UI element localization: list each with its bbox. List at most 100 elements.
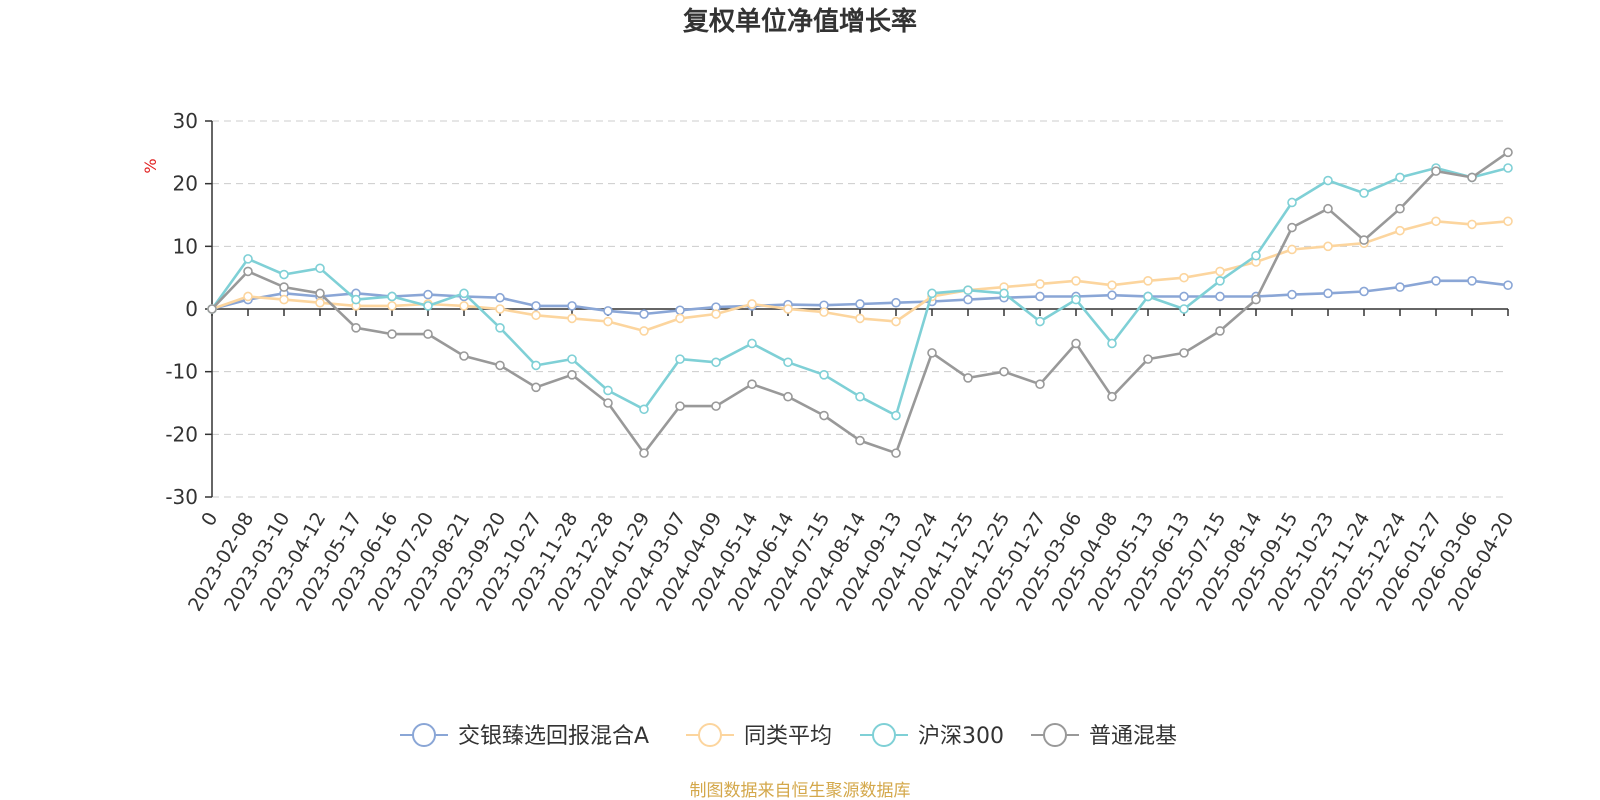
data-point — [1431, 275, 1441, 286]
data-point — [459, 351, 469, 361]
data-point — [495, 292, 505, 303]
data-point — [963, 373, 973, 383]
data-point — [639, 448, 649, 458]
data-point — [603, 306, 613, 316]
legend: 交银臻选回报混合A 同类平均 沪深300 普通混基 — [400, 723, 1177, 749]
data-point — [1287, 289, 1297, 300]
y-tick-label: 10 — [173, 234, 198, 258]
data-point — [747, 379, 757, 390]
grid-lines — [212, 120, 1508, 498]
data-point — [999, 366, 1009, 377]
data-point — [1071, 338, 1081, 349]
data-point — [639, 309, 649, 319]
data-point — [1107, 280, 1117, 290]
legend-item: 交银臻选回报混合A — [400, 723, 649, 749]
data-point — [1071, 294, 1081, 305]
data-point — [711, 401, 721, 411]
data-point — [279, 269, 289, 280]
series — [207, 147, 1513, 458]
legend-label: 交银臻选回报混合A — [458, 724, 649, 749]
data-point — [315, 263, 325, 274]
data-point — [387, 291, 397, 302]
axes: 3020100-10-20-3002023-02-082023-03-10202… — [165, 109, 1518, 615]
data-point — [999, 288, 1009, 299]
data-point — [351, 322, 361, 333]
data-point — [1323, 241, 1333, 252]
data-point — [711, 309, 721, 319]
data-point — [495, 322, 505, 333]
data-point — [639, 326, 649, 336]
data-point — [675, 305, 685, 316]
data-point — [855, 435, 865, 446]
data-point — [1503, 147, 1513, 158]
data-point — [855, 299, 865, 309]
data-point — [243, 291, 253, 302]
data-point — [531, 310, 541, 321]
y-tick-label: -30 — [165, 485, 198, 509]
data-point — [603, 385, 613, 396]
data-point — [1431, 166, 1441, 176]
data-point — [1503, 280, 1513, 290]
data-point — [1215, 291, 1225, 302]
data-point — [1287, 197, 1297, 208]
data-point — [567, 313, 577, 324]
data-point — [783, 357, 793, 368]
y-tick-label: 30 — [173, 109, 198, 133]
data-point — [1503, 216, 1513, 227]
data-point — [711, 357, 721, 368]
data-point — [819, 369, 829, 380]
data-point — [891, 410, 901, 421]
data-point — [1179, 272, 1189, 283]
data-point — [315, 288, 325, 299]
data-point — [603, 398, 613, 408]
data-point — [1395, 172, 1405, 183]
data-point — [351, 294, 361, 305]
data-point — [1143, 354, 1153, 364]
data-point — [1071, 275, 1081, 286]
data-point — [1359, 235, 1369, 245]
legend-item: 普通混基 — [1031, 723, 1177, 749]
data-point — [1107, 338, 1117, 349]
data-point — [1035, 379, 1045, 390]
y-axis-unit: % — [141, 158, 160, 173]
data-point — [1107, 290, 1117, 301]
data-point — [819, 307, 829, 317]
data-point — [567, 354, 577, 364]
data-point — [1215, 326, 1225, 336]
legend-marker — [698, 723, 722, 747]
data-point — [1215, 275, 1225, 286]
y-tick-label: -10 — [165, 360, 198, 384]
data-point — [1143, 291, 1153, 302]
data-point — [1359, 286, 1369, 297]
y-tick-label: 0 — [185, 297, 198, 321]
data-point — [963, 294, 973, 305]
data-point — [1323, 288, 1333, 299]
data-point — [495, 304, 505, 314]
data-point — [387, 301, 397, 311]
data-point — [675, 354, 685, 364]
data-point — [639, 404, 649, 415]
data-point — [747, 338, 757, 349]
data-point — [1179, 304, 1189, 314]
data-point — [279, 282, 289, 292]
data-point — [459, 301, 469, 311]
data-point — [243, 266, 253, 277]
data-point — [927, 348, 937, 358]
legend-item: 沪深300 — [860, 723, 1004, 749]
data-point — [279, 294, 289, 305]
data-point — [1395, 282, 1405, 292]
data-point — [1287, 244, 1297, 255]
data-point — [891, 297, 901, 308]
data-point — [567, 369, 577, 380]
data-point — [1107, 391, 1117, 402]
data-point — [675, 401, 685, 411]
legend-marker — [1043, 723, 1067, 747]
legend-label: 沪深300 — [918, 724, 1004, 749]
data-point — [207, 304, 217, 314]
data-point — [1323, 175, 1333, 186]
legend-label: 普通混基 — [1089, 724, 1177, 749]
data-point — [1143, 275, 1153, 286]
data-point — [1323, 203, 1333, 214]
data-point — [495, 360, 505, 371]
data-point — [963, 285, 973, 296]
